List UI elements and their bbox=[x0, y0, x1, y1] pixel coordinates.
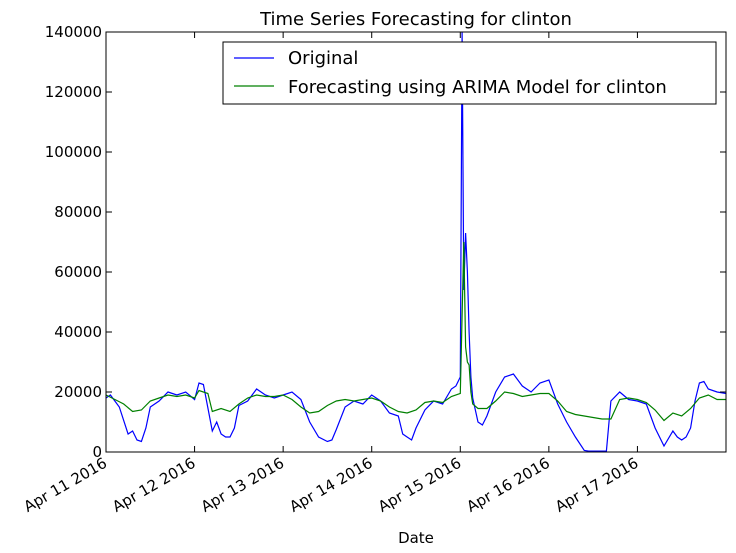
y-tick-label: 40000 bbox=[54, 323, 102, 341]
y-tick-label: 20000 bbox=[54, 383, 102, 401]
y-tick-label: 100000 bbox=[45, 143, 102, 161]
legend-label-original: Original bbox=[288, 48, 358, 69]
legend-box bbox=[222, 41, 717, 105]
legend: Original Forecasting using ARIMA Model f… bbox=[222, 41, 717, 105]
x-axis-label: Date bbox=[398, 529, 434, 547]
x-tick-label: Apr 11 2016 bbox=[21, 454, 110, 516]
x-tick-label: Apr 16 2016 bbox=[464, 454, 553, 516]
x-tick-label: Apr 13 2016 bbox=[198, 454, 287, 516]
series-line-original bbox=[106, 32, 726, 452]
series-line-forecast bbox=[106, 241, 726, 422]
series-layer bbox=[106, 32, 726, 452]
x-tick-label: Apr 17 2016 bbox=[552, 454, 641, 516]
x-tick-label: Apr 14 2016 bbox=[286, 454, 375, 516]
y-tick-label: 140000 bbox=[45, 23, 102, 41]
y-tick-label: 80000 bbox=[54, 203, 102, 221]
y-tick-label: 0 bbox=[92, 443, 102, 461]
x-tick-label: Apr 12 2016 bbox=[109, 454, 198, 516]
legend-label-forecast: Forecasting using ARIMA Model for clinto… bbox=[288, 77, 667, 98]
x-tick-label: Apr 15 2016 bbox=[375, 454, 464, 516]
chart-title: Time Series Forecasting for clinton bbox=[259, 9, 572, 30]
plot-frame bbox=[105, 31, 727, 453]
y-tick-label: 60000 bbox=[54, 263, 102, 281]
y-tick-label: 120000 bbox=[45, 83, 102, 101]
